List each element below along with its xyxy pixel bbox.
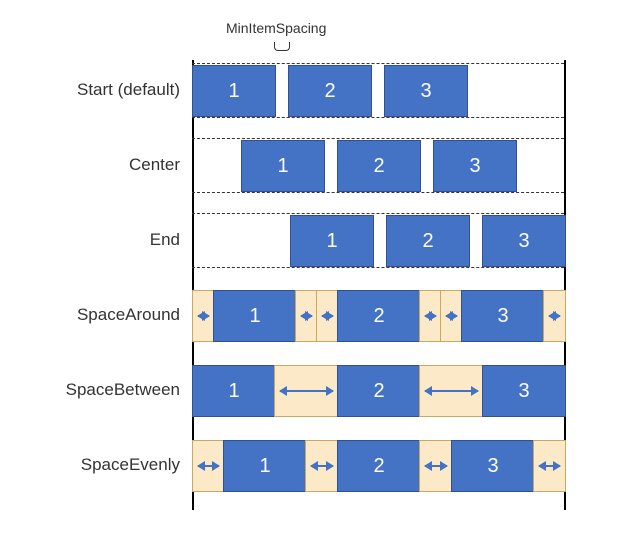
alignment-row: Center 1 2 3 — [20, 135, 564, 195]
double-arrow-icon — [425, 465, 447, 467]
row-label: End — [20, 230, 192, 250]
item-number: 2 — [373, 455, 384, 478]
layout-item: 3 — [482, 365, 566, 417]
item-number: 1 — [259, 455, 270, 478]
dash-line-bottom — [192, 117, 564, 118]
item-number: 3 — [487, 455, 498, 478]
layout-item: 3 — [384, 65, 468, 117]
layout-item: 3 — [482, 215, 566, 267]
row-track: 1 2 3 — [192, 135, 564, 195]
dash-line-top — [192, 63, 564, 64]
space-indicator — [192, 290, 215, 342]
layout-item: 3 — [461, 290, 545, 342]
row-label: SpaceAround — [20, 305, 192, 325]
min-item-spacing-bracket — [274, 42, 290, 51]
item-number: 2 — [373, 155, 384, 178]
row-label: Center — [20, 155, 192, 175]
space-indicator — [419, 290, 442, 342]
layout-item: 2 — [288, 65, 372, 117]
double-arrow-icon — [198, 465, 219, 467]
row-track: 1 2 3 — [192, 435, 564, 495]
row-track: 1 2 3 — [192, 60, 564, 120]
layout-item: 1 — [192, 365, 276, 417]
item-number: 1 — [228, 380, 239, 403]
item-number: 2 — [422, 230, 433, 253]
row-label: SpaceEvenly — [20, 455, 192, 475]
row-track: 1 2 3 — [192, 285, 564, 345]
layout-item: 2 — [337, 140, 421, 192]
double-arrow-icon — [425, 315, 436, 317]
alignment-row: Start (default) 1 2 3 — [20, 60, 564, 120]
space-indicator — [533, 440, 566, 492]
item-number: 2 — [373, 380, 384, 403]
layout-item: 2 — [337, 440, 421, 492]
dash-line-top — [192, 138, 564, 139]
alignment-row: SpaceAround 1 2 3 — [20, 285, 564, 345]
space-indicator — [316, 290, 339, 342]
layout-item: 1 — [192, 65, 276, 117]
layout-item: 3 — [451, 440, 535, 492]
space-indicator — [305, 440, 339, 492]
double-arrow-icon — [301, 315, 312, 317]
double-arrow-icon — [446, 315, 457, 317]
layout-item: 2 — [337, 365, 421, 417]
row-track: 1 2 3 — [192, 210, 564, 270]
space-indicator — [440, 290, 463, 342]
double-arrow-icon — [549, 315, 560, 317]
item-number: 2 — [324, 80, 335, 103]
alignment-row: SpaceBetween 1 2 3 — [20, 360, 564, 420]
space-indicator — [192, 440, 225, 492]
double-arrow-icon — [280, 390, 333, 392]
item-number: 3 — [518, 380, 529, 403]
layout-item: 2 — [337, 290, 421, 342]
item-number: 1 — [249, 305, 260, 328]
row-track: 1 2 3 — [192, 360, 564, 420]
item-number: 3 — [497, 305, 508, 328]
min-item-spacing-label: MinItemSpacing — [226, 20, 326, 36]
space-indicator — [274, 365, 339, 417]
layout-item: 1 — [213, 290, 297, 342]
alignment-row: End 1 2 3 — [20, 210, 564, 270]
item-number: 1 — [277, 155, 288, 178]
layout-item: 1 — [290, 215, 374, 267]
double-arrow-icon — [539, 465, 560, 467]
layout-item: 3 — [433, 140, 517, 192]
item-number: 2 — [373, 305, 384, 328]
item-number: 1 — [326, 230, 337, 253]
dash-line-bottom — [192, 192, 564, 193]
space-indicator — [419, 440, 453, 492]
double-arrow-icon — [425, 390, 478, 392]
item-number: 3 — [420, 80, 431, 103]
space-indicator — [419, 365, 484, 417]
item-number: 3 — [518, 230, 529, 253]
dash-line-top — [192, 213, 564, 214]
double-arrow-icon — [322, 315, 333, 317]
layout-item: 2 — [386, 215, 470, 267]
dash-line-bottom — [192, 267, 564, 268]
layout-item: 1 — [241, 140, 325, 192]
item-number: 3 — [469, 155, 480, 178]
space-indicator — [295, 290, 318, 342]
row-label: SpaceBetween — [20, 380, 192, 400]
layout-alignment-diagram: MinItemSpacing Start (default) 1 2 3 Center 1 2… — [20, 20, 614, 524]
row-label: Start (default) — [20, 80, 192, 100]
layout-item: 1 — [223, 440, 307, 492]
alignment-row: SpaceEvenly 1 2 3 — [20, 435, 564, 495]
double-arrow-icon — [311, 465, 333, 467]
item-number: 1 — [228, 80, 239, 103]
double-arrow-icon — [198, 315, 209, 317]
space-indicator — [543, 290, 566, 342]
